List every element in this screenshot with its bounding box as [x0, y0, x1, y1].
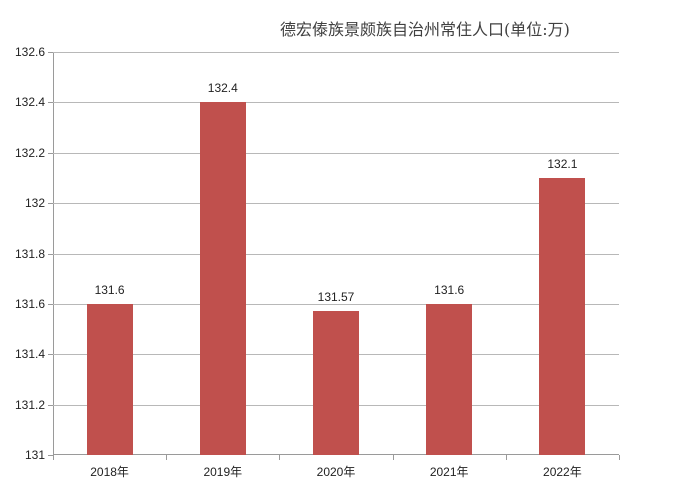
bar — [426, 303, 473, 455]
gridline — [53, 52, 619, 53]
y-tick-label: 132 — [24, 196, 45, 211]
y-tick-label: 131.4 — [14, 347, 45, 362]
x-tick-label: 2019年 — [203, 465, 243, 479]
x-tick-mark — [505, 455, 507, 460]
x-tick-label: 2021年 — [429, 465, 469, 479]
y-tick-label: 132.4 — [14, 95, 45, 110]
chart-title: 德宏傣族景颇族自治州常住人口(单位:万) — [280, 20, 570, 39]
y-tick-label: 132.2 — [14, 145, 45, 160]
y-tick-mark — [48, 152, 53, 154]
y-tick-mark — [48, 455, 53, 456]
gridline — [53, 102, 619, 104]
y-tick-mark — [48, 404, 53, 406]
bar — [539, 177, 586, 455]
data-label: 132.4 — [207, 81, 238, 96]
gridline — [53, 303, 619, 305]
x-tick-mark — [53, 455, 54, 460]
data-label: 131.6 — [94, 282, 125, 297]
y-tick-label: 131.8 — [14, 246, 45, 261]
bar — [86, 303, 133, 455]
x-tick-label: 2018年 — [90, 465, 129, 479]
y-tick-mark — [48, 203, 53, 205]
data-label: 132.1 — [547, 156, 578, 171]
bar — [313, 311, 359, 455]
x-tick-label: 2022年 — [543, 465, 582, 479]
x-tick-mark — [619, 455, 620, 460]
y-tick-label: 132.6 — [14, 45, 45, 59]
y-tick-label: 131 — [24, 448, 45, 462]
x-tick-mark — [166, 455, 168, 460]
gridline — [53, 253, 619, 255]
bar — [199, 102, 246, 455]
y-tick-label: 131.2 — [14, 397, 45, 412]
gridline — [53, 203, 619, 205]
gridline — [53, 152, 619, 154]
x-tick-label: 2020年 — [316, 465, 356, 479]
x-tick-mark — [279, 455, 281, 460]
y-tick-mark — [48, 52, 53, 53]
y-tick-mark — [48, 303, 53, 305]
y-tick-mark — [48, 253, 53, 255]
y-tick-label: 131.6 — [14, 296, 45, 311]
plot-area — [48, 52, 620, 460]
data-label: 131.57 — [317, 290, 355, 305]
y-tick-mark — [48, 102, 53, 104]
y-tick-mark — [48, 354, 53, 356]
data-label: 131.6 — [434, 282, 465, 297]
x-tick-mark — [392, 455, 394, 460]
